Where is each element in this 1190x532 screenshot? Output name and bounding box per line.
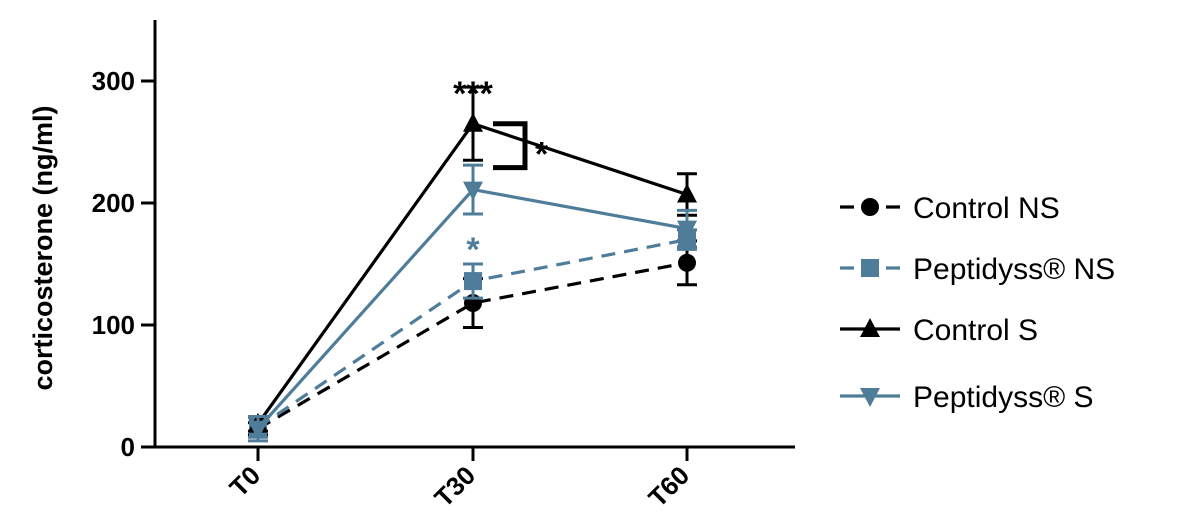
legend-label: Peptidyss® NS: [913, 253, 1115, 286]
x-tick-label: T60: [642, 460, 695, 513]
series-line: [257, 261, 688, 431]
y-tick-label: 200: [92, 188, 135, 218]
significance-marker: *: [466, 231, 480, 269]
data-point: [677, 183, 697, 203]
data-point: [463, 112, 483, 132]
data-point: [248, 420, 268, 440]
legend-entry: Control S: [840, 314, 1038, 347]
x-ticks: T0 T30 T60: [224, 447, 695, 513]
series-layer: [248, 85, 697, 443]
significance-marker: ***: [453, 75, 493, 113]
legend-label: Control NS: [913, 192, 1060, 225]
x-tick-label: T30: [428, 460, 481, 513]
y-tick-label: 0: [121, 432, 135, 462]
legend-swatch-marker: [861, 198, 879, 216]
legend-label: Peptidyss® S: [913, 381, 1094, 414]
y-tick-label: 100: [92, 310, 135, 340]
legend-label: Control S: [913, 314, 1038, 347]
y-axis-title: corticosterone (ng/ml): [28, 105, 58, 390]
legend: Control NS Peptidyss® NS Control S Peptidys…: [840, 192, 1115, 414]
significance-bracket: [493, 121, 528, 171]
data-point: [463, 181, 483, 201]
data-point: [677, 220, 697, 240]
legend-entry: Peptidyss® NS: [840, 253, 1115, 286]
significance-marker: *: [535, 136, 549, 174]
y-ticks: 0 100 200 300: [92, 66, 155, 462]
legend-entry: Peptidyss® S: [840, 381, 1094, 414]
x-tick-label: T0: [224, 460, 267, 503]
series-peptidyss-s: [248, 163, 697, 443]
legend-swatch-marker: [860, 388, 880, 407]
data-point: [678, 253, 696, 272]
legend-entry: Control NS: [840, 192, 1060, 225]
legend-swatch-marker: [861, 259, 879, 277]
annotations: *****: [453, 75, 549, 269]
data-point: [464, 272, 482, 291]
legend-swatch-marker: [860, 318, 880, 337]
y-tick-label: 300: [92, 66, 135, 96]
